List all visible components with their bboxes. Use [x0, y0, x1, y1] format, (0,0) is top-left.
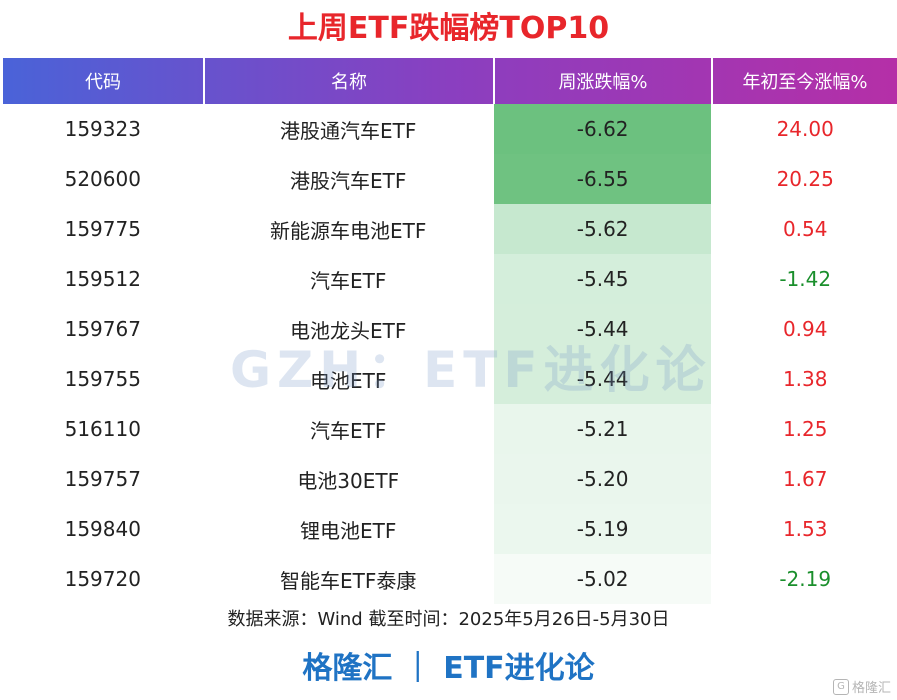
row-week-change: -6.55: [491, 154, 712, 204]
header-ytd-change: 年初至今涨幅%: [742, 72, 868, 93]
table-row: 159323 港股通汽车ETF -6.62 24.00: [3, 104, 897, 154]
header-week-change: 周涨跌幅%: [558, 72, 648, 93]
table-row: 159755 电池ETF -5.44 1.38: [3, 354, 897, 404]
row-ytd-change: -2.19: [779, 567, 832, 591]
row-ytd-change: 1.25: [782, 417, 828, 441]
row-ytd-change: 1.38: [782, 367, 828, 391]
row-ytd-change: 1.67: [782, 467, 828, 491]
row-name: 港股汽车ETF: [290, 168, 407, 193]
row-ytd-change: -1.42: [779, 267, 832, 291]
row-code: 159767: [64, 317, 141, 341]
table-row: 516110 汽车ETF -5.21 1.25: [3, 404, 897, 454]
table-row: 520600 港股汽车ETF -6.55 20.25: [3, 154, 897, 204]
row-name: 新能源车电池ETF: [270, 218, 427, 243]
row-week-change: -5.44: [491, 354, 712, 404]
row-code: 159512: [64, 267, 141, 291]
table-row: 159512 汽车ETF -5.45 -1.42: [3, 254, 897, 304]
table-row: 159757 电池30ETF -5.20 1.67: [3, 454, 897, 504]
table-row: 159767 电池龙头ETF -5.44 0.94: [3, 304, 897, 354]
row-code: 159840: [64, 517, 141, 541]
row-week-change: -6.62: [491, 104, 712, 154]
data-source: 数据来源：Wind 截至时间：2025年5月26日-5月30日: [227, 609, 670, 630]
header-code: 代码: [85, 72, 121, 93]
row-name: 电池30ETF: [297, 468, 400, 493]
row-name: 港股通汽车ETF: [280, 118, 417, 143]
logo-icon: G: [832, 678, 849, 695]
header-name: 名称: [331, 72, 367, 93]
row-week-change: -5.45: [491, 254, 712, 304]
row-week-change: -5.44: [491, 304, 712, 354]
page-title: 上周ETF跌幅榜TOP10: [287, 11, 610, 46]
table-row: 159775 新能源车电池ETF -5.62 0.54: [3, 204, 897, 254]
row-code: 159720: [64, 567, 141, 591]
row-name: 汽车ETF: [310, 268, 387, 293]
row-name: 电池ETF: [310, 368, 387, 393]
row-week-change: -5.20: [491, 454, 712, 504]
row-code: 516110: [64, 417, 141, 441]
row-ytd-change: 0.54: [782, 217, 828, 241]
row-code: 159757: [64, 467, 141, 491]
row-name: 汽车ETF: [310, 418, 387, 443]
etf-table: 代码 名称 周涨跌幅% 年初至今涨幅% 159323 港股通汽车ETF -6.62 2…: [3, 58, 897, 604]
row-code: 159775: [64, 217, 141, 241]
brand-footer: 格隆汇 ｜ ETF进化论: [302, 651, 595, 686]
row-week-change: -5.62: [491, 204, 712, 254]
row-code: 159755: [64, 367, 141, 391]
logo-text: 格隆汇: [851, 681, 891, 696]
row-week-change: -5.02: [491, 554, 712, 604]
row-week-change: -5.19: [491, 504, 712, 554]
row-ytd-change: 1.53: [782, 517, 828, 541]
row-name: 锂电池ETF: [300, 518, 397, 543]
table-header: 代码 名称 周涨跌幅% 年初至今涨幅%: [3, 58, 897, 104]
row-week-change: -5.21: [491, 404, 712, 454]
row-code: 520600: [64, 167, 141, 191]
row-name: 电池龙头ETF: [290, 318, 407, 343]
row-ytd-change: 20.25: [776, 167, 834, 191]
logo: G 格隆汇: [832, 677, 891, 696]
row-name: 智能车ETF泰康: [280, 568, 417, 593]
row-code: 159323: [64, 117, 141, 141]
row-ytd-change: 24.00: [776, 117, 834, 141]
table-row: 159840 锂电池ETF -5.19 1.53: [3, 504, 897, 554]
table-body: 159323 港股通汽车ETF -6.62 24.00 520600 港股汽车ETF -6.…: [3, 104, 897, 604]
row-ytd-change: 0.94: [782, 317, 828, 341]
table-row: 159720 智能车ETF泰康 -5.02 -2.19: [3, 554, 897, 604]
